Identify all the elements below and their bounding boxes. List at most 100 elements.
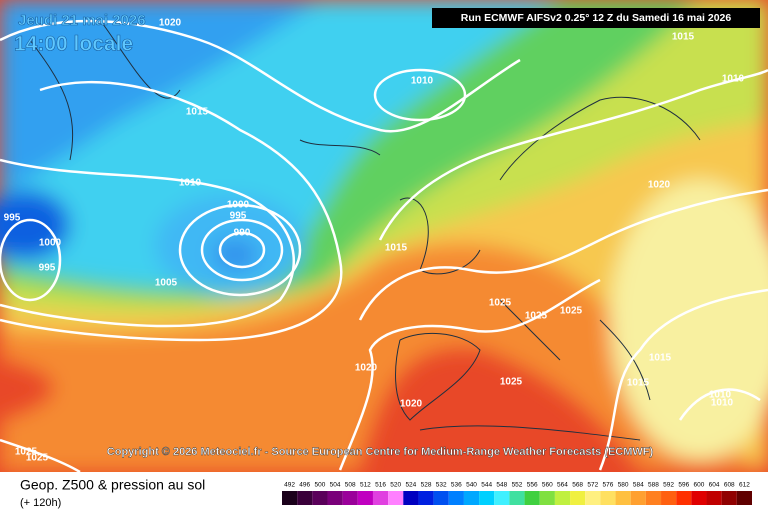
scale-label: 612 [739,482,750,489]
field [0,0,768,472]
isobar-label: 1005 [155,278,178,289]
scale-swatch [509,491,525,505]
isobar-label: 1010 [709,390,732,401]
scale-swatch [570,491,586,505]
scale-swatch [539,491,555,505]
isobar-label: 995 [39,263,56,274]
scale-label: 512 [360,482,371,489]
scale-swatch [630,491,646,505]
isobar-label: 1000 [39,238,62,249]
isobar-label: 1010 [411,76,434,87]
scale-swatch [463,491,480,505]
field-band [0,0,320,190]
isobar-label: 1010 [722,74,745,85]
scale-label: 600 [694,482,705,489]
scale-label: 492 [284,482,295,489]
isobar-label: 995 [230,211,247,222]
scale-label: 500 [314,482,325,489]
isobar-label: 1015 [649,353,672,364]
isobar-label: 1015 [385,243,408,254]
scale-label: 588 [648,482,659,489]
scale-label: 532 [436,482,447,489]
scale-label: 528 [421,482,432,489]
scale-label: 592 [663,482,674,489]
isobar-label: 1020 [159,18,182,29]
field-band [213,240,257,270]
scale-swatch [388,491,404,505]
isobar-label: 995 [4,213,21,224]
field-band [0,190,70,260]
isobar-label: 1015 [186,107,209,118]
scale-label: 516 [375,482,386,489]
isobar-label: 1020 [400,399,423,410]
isobar-label: 1025 [26,453,49,464]
isobar-label: 1010 [179,178,202,189]
scale-swatch [721,491,737,505]
scale-swatch [661,491,677,505]
scale-label: 520 [390,482,401,489]
scale-label: 552 [512,482,523,489]
scale-swatch [691,491,707,505]
color-scale: 492 496 500 504 508 512 516 520 524 528 532 536 540 5… [282,482,752,505]
scale-label: 496 [299,482,310,489]
footer-title: Geop. Z500 & pression au sol [20,477,205,493]
scale-label: 580 [618,482,629,489]
scale-swatch [706,491,722,505]
scale-swatch [494,491,510,505]
scale-label: 604 [709,482,720,489]
scale-label: 540 [466,482,477,489]
scale-swatch [327,491,343,505]
scale-swatch [676,491,692,505]
scale-label: 504 [330,482,341,489]
scale-swatch [615,491,631,505]
scale-label: 544 [481,482,492,489]
isobar-label: 1025 [560,306,583,317]
scale-label: 564 [557,482,568,489]
scale-swatch [645,491,662,505]
run-box [432,8,760,28]
scale-label: 560 [542,482,553,489]
isobar-label: 1020 [355,363,378,374]
scale-swatch [554,491,571,505]
isobar-label: 1025 [525,311,548,322]
footer-lead: (+ 120h) [20,497,61,509]
scale-swatch [372,491,389,505]
isobar-label: 1000 [227,200,250,211]
scale-swatch [297,491,313,505]
isobar-label: 1025 [15,447,38,458]
scale-label: 608 [724,482,735,489]
isobar-label: 1025 [500,377,523,388]
scale-swatch [403,491,419,505]
scale-swatch [479,491,495,505]
run-info: Run ECMWF AIFSv2 0.25° 12 Z du Samedi 16… [461,12,732,24]
scale-swatch [585,491,601,505]
scale-label: 548 [496,482,507,489]
scale-label: 556 [527,482,538,489]
scale-label: 576 [603,482,614,489]
isobar-label: 1010 [711,398,734,409]
scale-label: 536 [451,482,462,489]
copyright: Copyright © 2026 Meteociel.fr - Source E… [107,446,654,458]
isobar-label: 1025 [489,298,512,309]
scale-swatch [282,491,298,505]
scale-swatch [357,491,373,505]
forecast-date: Jeudi 21 mai 2026 [18,12,146,29]
isobar-label: 1015 [672,32,695,43]
scale-label: 568 [572,482,583,489]
scale-label: 508 [345,482,356,489]
isobar-label: 1015 [627,378,650,389]
scale-label: 596 [678,482,689,489]
scale-swatch [736,491,752,505]
scale-swatch [312,491,328,505]
scale-label: 584 [633,482,644,489]
isobars [0,19,768,474]
scale-label: 524 [405,482,416,489]
scale-swatch [600,491,616,505]
scale-swatch [524,491,540,505]
scale-swatch [342,491,358,505]
forecast-time: 14:00 locale [14,33,133,56]
scale-swatch [448,491,464,505]
isobar-label: 990 [234,228,251,239]
